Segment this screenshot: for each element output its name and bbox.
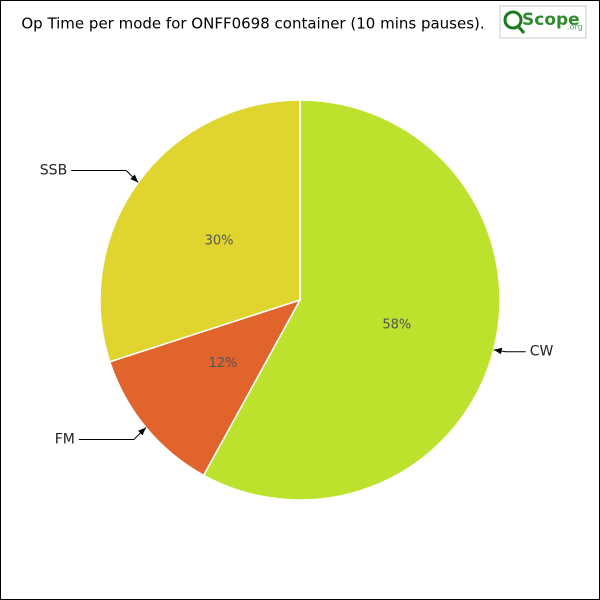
category-label: CW [530, 344, 554, 360]
value-label: 12% [208, 356, 237, 371]
logo-icon [516, 25, 526, 34]
leader-line [71, 169, 139, 183]
pie-slice [108, 298, 302, 477]
category-label: SSB [40, 162, 67, 178]
pie-slice [99, 99, 301, 363]
leader-line [78, 427, 147, 440]
logo-suffix: .org [567, 23, 583, 32]
category-label: FM [55, 431, 75, 447]
value-label: 58% [382, 317, 411, 332]
chart-title: Op Time per mode for ONFF0698 container … [21, 15, 484, 33]
logo-icon [503, 10, 523, 30]
logo: Scope .org [499, 5, 587, 39]
logo-text: Scope [522, 10, 580, 30]
value-label: 30% [205, 234, 234, 249]
leader-line [493, 347, 526, 355]
